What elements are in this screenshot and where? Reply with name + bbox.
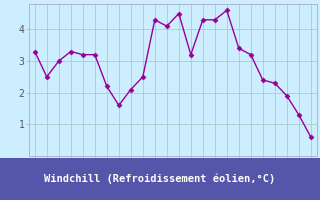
Text: Windchill (Refroidissement éolien,°C): Windchill (Refroidissement éolien,°C) bbox=[44, 174, 276, 184]
